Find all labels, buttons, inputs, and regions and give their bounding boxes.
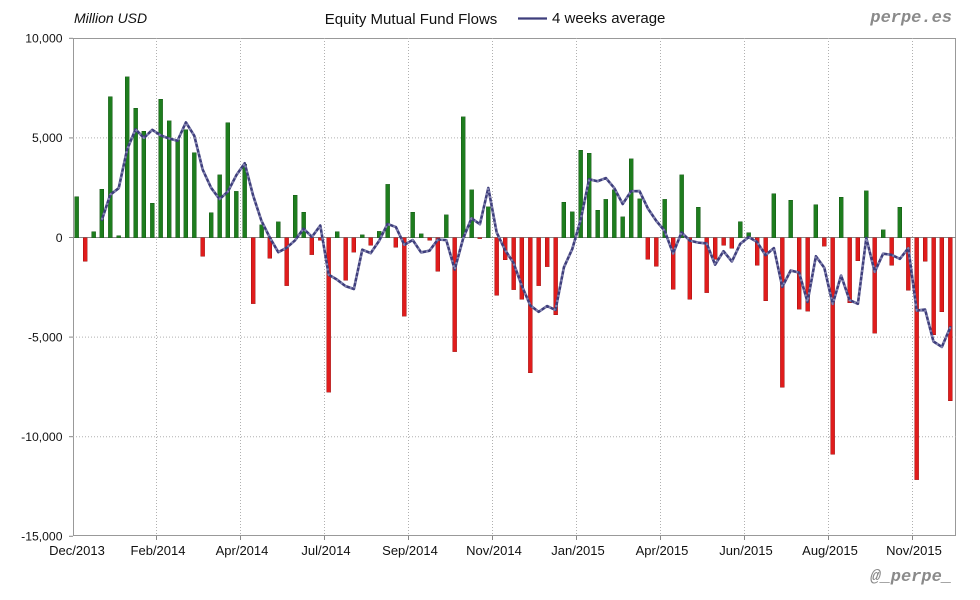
svg-text:Aug/2015: Aug/2015 bbox=[802, 543, 858, 558]
svg-text:Dec/2013: Dec/2013 bbox=[49, 543, 105, 558]
svg-text:Apr/2014: Apr/2014 bbox=[216, 543, 269, 558]
svg-text:Million USD: Million USD bbox=[74, 10, 147, 26]
svg-text:Jan/2015: Jan/2015 bbox=[551, 543, 605, 558]
svg-text:perpe.es: perpe.es bbox=[869, 9, 952, 28]
svg-text:-10,000: -10,000 bbox=[21, 430, 63, 444]
svg-text:Sep/2014: Sep/2014 bbox=[382, 543, 438, 558]
svg-text:Nov/2015: Nov/2015 bbox=[886, 543, 942, 558]
svg-text:Apr/2015: Apr/2015 bbox=[636, 543, 689, 558]
svg-text:Jul/2014: Jul/2014 bbox=[301, 543, 350, 558]
svg-text:10,000: 10,000 bbox=[25, 32, 62, 46]
svg-text:4 weeks average: 4 weeks average bbox=[552, 10, 665, 27]
svg-text:0: 0 bbox=[56, 231, 63, 245]
svg-text:-5,000: -5,000 bbox=[28, 330, 63, 344]
svg-text:@_perpe_: @_perpe_ bbox=[870, 568, 952, 587]
svg-text:5,000: 5,000 bbox=[32, 131, 63, 145]
svg-text:-15,000: -15,000 bbox=[21, 530, 63, 544]
svg-text:Nov/2014: Nov/2014 bbox=[466, 543, 522, 558]
svg-text:Jun/2015: Jun/2015 bbox=[719, 543, 773, 558]
svg-text:Equity Mutual Fund Flows: Equity Mutual Fund Flows bbox=[325, 11, 498, 28]
svg-text:Feb/2014: Feb/2014 bbox=[131, 543, 186, 558]
